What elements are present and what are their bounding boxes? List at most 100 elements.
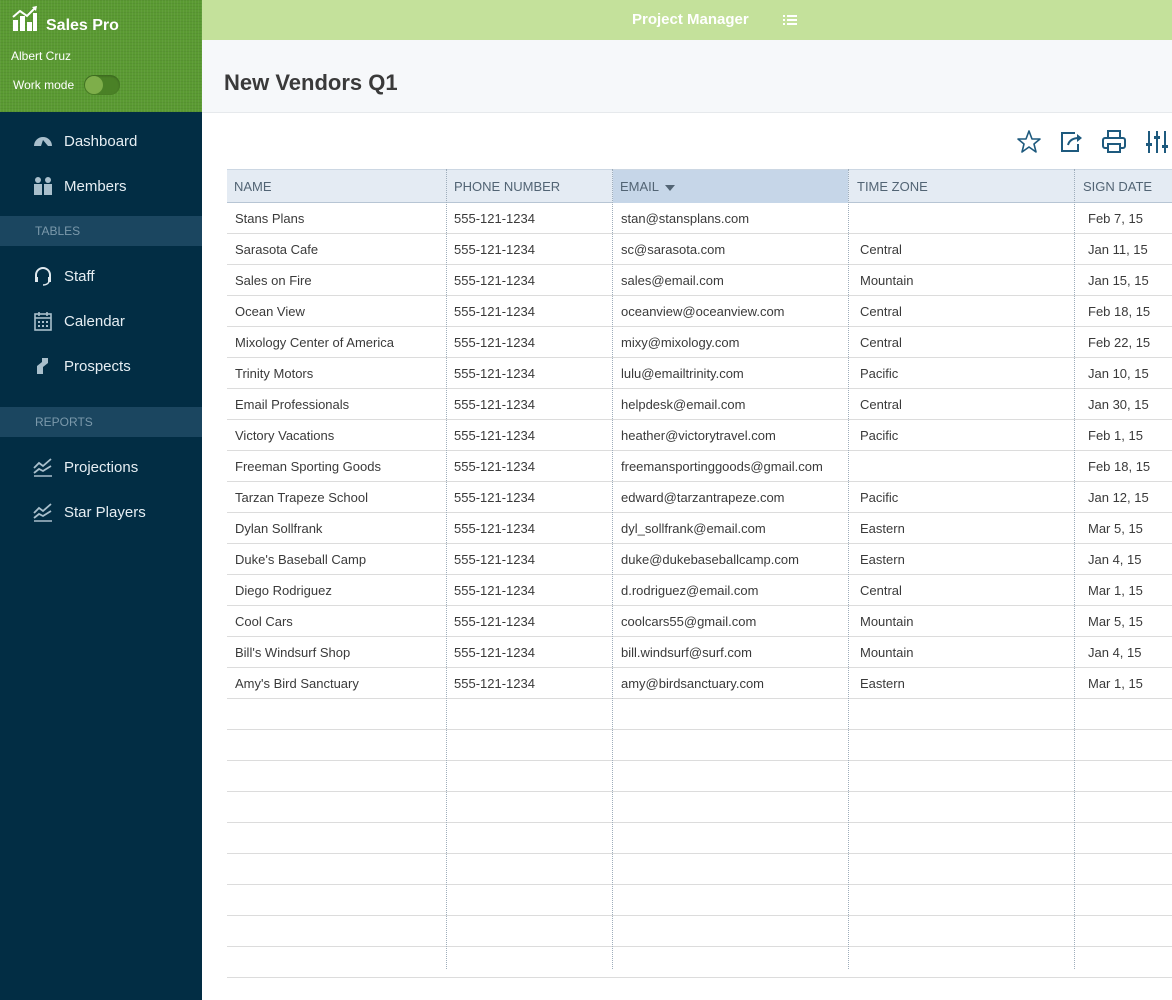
phone-cell[interactable]: 555-121-1234 <box>454 335 535 350</box>
table-row[interactable]: Freeman Sporting Goods 555-121-1234 freema… <box>227 451 1172 482</box>
table-row[interactable]: Stans Plans 555-121-1234 stan@stansplans.c… <box>227 203 1172 234</box>
time-zone-cell[interactable]: Eastern <box>860 521 905 536</box>
sign-date-cell[interactable]: Feb 1, 15 <box>1088 428 1143 443</box>
table-row[interactable]: Amy's Bird Sanctuary 555-121-1234 amy@bird… <box>227 668 1172 699</box>
table-row[interactable]: Cool Cars 555-121-1234 coolcars55@gmail.co… <box>227 606 1172 637</box>
sign-date-cell[interactable]: Mar 1, 15 <box>1088 676 1143 691</box>
table-row[interactable]: Email Professionals 555-121-1234 helpdesk@… <box>227 389 1172 420</box>
sidebar-item-calendar[interactable]: Calendar <box>0 301 202 341</box>
name-cell[interactable]: Dylan Sollfrank <box>235 521 323 536</box>
settings-sliders-icon[interactable] <box>1144 129 1170 155</box>
name-cell[interactable]: Diego Rodriguez <box>235 583 332 598</box>
empty-table-row[interactable] <box>227 916 1172 947</box>
table-row[interactable]: Sales on Fire 555-121-1234 sales@email.com… <box>227 265 1172 296</box>
sidebar-item-star-players[interactable]: Star Players <box>0 492 202 532</box>
sign-date-cell[interactable]: Mar 1, 15 <box>1088 583 1143 598</box>
name-cell[interactable]: Duke's Baseball Camp <box>235 552 367 567</box>
name-cell[interactable]: Freeman Sporting Goods <box>235 459 381 474</box>
table-row[interactable]: Dylan Sollfrank 555-121-1234 dyl_sollfrank… <box>227 513 1172 544</box>
phone-cell[interactable]: 555-121-1234 <box>454 242 535 257</box>
email-cell[interactable]: heather@victorytravel.com <box>621 428 776 443</box>
table-row[interactable]: Ocean View 555-121-1234 oceanview@oceanvie… <box>227 296 1172 327</box>
time-zone-cell[interactable]: Mountain <box>860 273 914 288</box>
phone-cell[interactable]: 555-121-1234 <box>454 552 535 567</box>
time-zone-cell[interactable]: Eastern <box>860 552 905 567</box>
phone-cell[interactable]: 555-121-1234 <box>454 366 535 381</box>
email-cell[interactable]: d.rodriguez@email.com <box>621 583 759 598</box>
time-zone-cell[interactable]: Central <box>860 242 902 257</box>
email-cell[interactable]: edward@tarzantrapeze.com <box>621 490 785 505</box>
name-cell[interactable]: Trinity Motors <box>235 366 314 381</box>
name-cell[interactable]: Sarasota Cafe <box>235 242 319 257</box>
email-cell[interactable]: bill.windsurf@surf.com <box>621 645 752 660</box>
time-zone-cell[interactable] <box>860 451 1065 482</box>
sidebar-item-staff[interactable]: Staff <box>0 256 202 296</box>
phone-cell[interactable]: 555-121-1234 <box>454 211 535 226</box>
sidebar-item-members[interactable]: Members <box>0 166 202 206</box>
time-zone-cell[interactable]: Central <box>860 304 902 319</box>
email-cell[interactable]: freemansportinggoods@gmail.com <box>621 459 823 474</box>
name-cell[interactable]: Ocean View <box>235 304 305 319</box>
sign-date-cell[interactable]: Jan 15, 15 <box>1088 273 1149 288</box>
column-header-time-zone[interactable]: TIME ZONE <box>850 170 1074 203</box>
table-row[interactable]: Duke's Baseball Camp 555-121-1234 duke@duk… <box>227 544 1172 575</box>
column-header-name[interactable]: NAME <box>227 170 446 203</box>
email-cell[interactable]: amy@birdsanctuary.com <box>621 676 764 691</box>
time-zone-cell[interactable]: Central <box>860 335 902 350</box>
export-icon[interactable] <box>1058 129 1084 155</box>
name-cell[interactable]: Victory Vacations <box>235 428 335 443</box>
column-header-email[interactable]: EMAIL <box>613 170 848 203</box>
phone-cell[interactable]: 555-121-1234 <box>454 521 535 536</box>
time-zone-cell[interactable]: Central <box>860 583 902 598</box>
table-row[interactable]: Bill's Windsurf Shop 555-121-1234 bill.win… <box>227 637 1172 668</box>
time-zone-cell[interactable] <box>860 203 1065 234</box>
sign-date-cell[interactable]: Feb 18, 15 <box>1088 459 1151 474</box>
email-cell[interactable]: coolcars55@gmail.com <box>621 614 757 629</box>
time-zone-cell[interactable]: Mountain <box>860 645 914 660</box>
empty-table-row[interactable] <box>227 761 1172 792</box>
phone-cell[interactable]: 555-121-1234 <box>454 397 535 412</box>
email-cell[interactable]: oceanview@oceanview.com <box>621 304 785 319</box>
sign-date-cell[interactable]: Jan 10, 15 <box>1088 366 1149 381</box>
empty-table-row[interactable] <box>227 730 1172 761</box>
sign-date-cell[interactable]: Feb 18, 15 <box>1088 304 1151 319</box>
email-cell[interactable]: duke@dukebaseballcamp.com <box>621 552 799 567</box>
table-row[interactable]: Tarzan Trapeze School 555-121-1234 edward@… <box>227 482 1172 513</box>
empty-table-row[interactable] <box>227 792 1172 823</box>
work-mode-toggle[interactable] <box>84 75 120 95</box>
sign-date-cell[interactable]: Jan 30, 15 <box>1088 397 1149 412</box>
phone-cell[interactable]: 555-121-1234 <box>454 645 535 660</box>
name-cell[interactable]: Bill's Windsurf Shop <box>235 645 351 660</box>
phone-cell[interactable]: 555-121-1234 <box>454 428 535 443</box>
sign-date-cell[interactable]: Jan 4, 15 <box>1088 645 1142 660</box>
time-zone-cell[interactable]: Eastern <box>860 676 905 691</box>
sidebar-item-dashboard[interactable]: Dashboard <box>0 121 202 161</box>
column-header-sign-date[interactable]: SIGN DATE <box>1076 170 1172 203</box>
table-row[interactable]: Mixology Center of America 555-121-1234 mi… <box>227 327 1172 358</box>
time-zone-cell[interactable]: Pacific <box>860 428 899 443</box>
email-cell[interactable]: sales@email.com <box>621 273 724 288</box>
table-row[interactable]: Victory Vacations 555-121-1234 heather@vic… <box>227 420 1172 451</box>
table-row[interactable]: Sarasota Cafe 555-121-1234 sc@sarasota.com… <box>227 234 1172 265</box>
sign-date-cell[interactable]: Jan 12, 15 <box>1088 490 1149 505</box>
name-cell[interactable]: Tarzan Trapeze School <box>235 490 368 505</box>
sidebar-item-prospects[interactable]: Prospects <box>0 346 202 386</box>
empty-table-row[interactable] <box>227 885 1172 916</box>
sign-date-cell[interactable]: Jan 11, 15 <box>1088 242 1148 257</box>
time-zone-cell[interactable]: Mountain <box>860 614 914 629</box>
empty-table-row[interactable] <box>227 854 1172 885</box>
star-icon[interactable] <box>1016 129 1042 155</box>
time-zone-cell[interactable]: Central <box>860 397 902 412</box>
list-menu-icon[interactable] <box>782 12 798 28</box>
name-cell[interactable]: Stans Plans <box>235 211 305 226</box>
name-cell[interactable]: Cool Cars <box>235 614 293 629</box>
name-cell[interactable]: Mixology Center of America <box>235 335 394 350</box>
empty-table-row[interactable] <box>227 947 1172 978</box>
name-cell[interactable]: Amy's Bird Sanctuary <box>235 676 359 691</box>
column-header-phone[interactable]: PHONE NUMBER <box>447 170 612 203</box>
name-cell[interactable]: Email Professionals <box>235 397 350 412</box>
phone-cell[interactable]: 555-121-1234 <box>454 583 535 598</box>
sign-date-cell[interactable]: Feb 22, 15 <box>1088 335 1151 350</box>
email-cell[interactable]: dyl_sollfrank@email.com <box>621 521 766 536</box>
phone-cell[interactable]: 555-121-1234 <box>454 459 535 474</box>
